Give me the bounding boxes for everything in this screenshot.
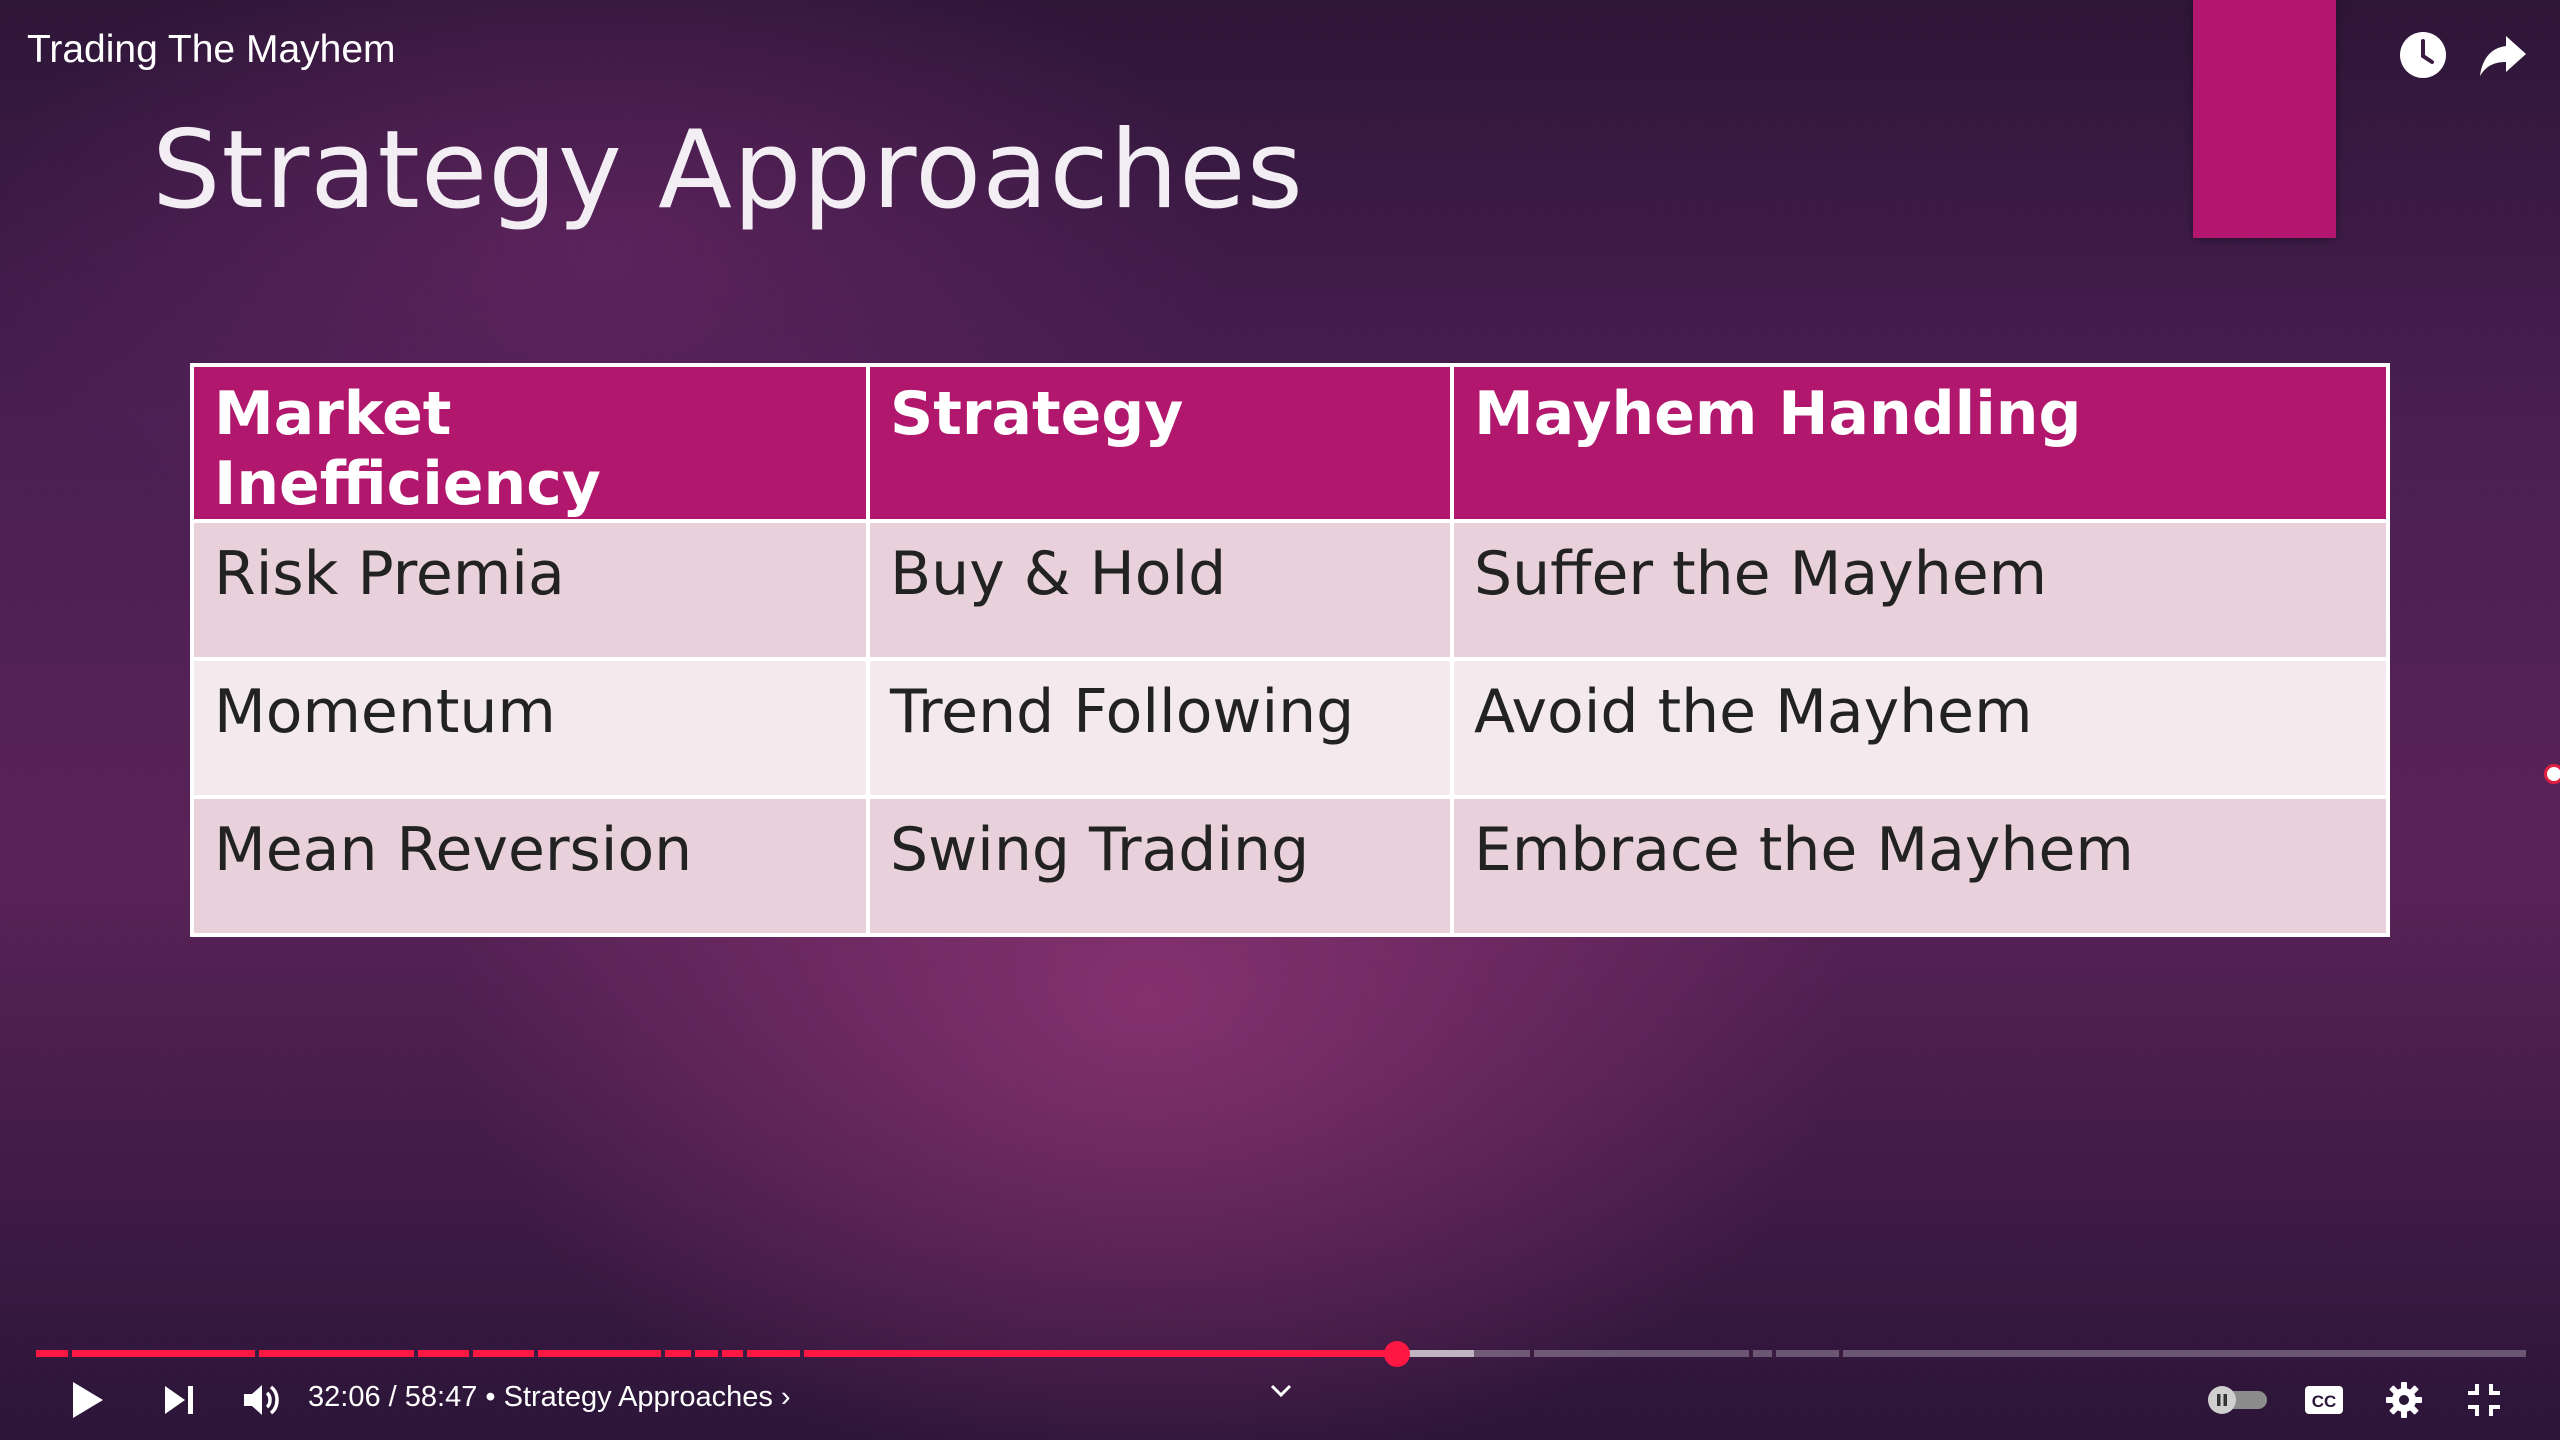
table-cell: Buy & Hold <box>866 519 1454 661</box>
table-cell: Avoid the Mayhem <box>1450 657 2390 799</box>
chapter-arrow-icon: › <box>780 1381 791 1413</box>
table-cell: Momentum <box>190 657 870 799</box>
share-arrow-icon[interactable] <box>2476 28 2530 82</box>
recording-indicator-icon <box>2544 764 2560 784</box>
table-cell: Embrace the Mayhem <box>1450 795 2390 937</box>
table-row: Momentum Trend Following Avoid the Mayhe… <box>190 657 2390 799</box>
chevron-down-icon <box>1270 1384 1292 1398</box>
time-display[interactable]: 32:06 / 58:47 • Strategy Approaches › <box>308 1381 791 1414</box>
table-cell: Suffer the Mayhem <box>1450 519 2390 661</box>
header-strategy: Strategy <box>866 363 1454 523</box>
slide-accent-bar <box>2193 0 2336 238</box>
current-time: 32:06 <box>308 1381 381 1413</box>
chapter-marker <box>414 1349 419 1358</box>
chapter-separator: • <box>477 1381 504 1413</box>
table-cell: Swing Trading <box>866 795 1454 937</box>
scrubber-handle[interactable] <box>1383 1341 1410 1367</box>
next-button[interactable] <box>154 1375 204 1425</box>
chapter-title[interactable]: Strategy Approaches <box>503 1381 773 1413</box>
chapter-marker <box>660 1349 665 1358</box>
video-title[interactable]: Trading The Mayhem <box>27 28 396 71</box>
settings-button[interactable] <box>2380 1375 2428 1425</box>
volume-button[interactable] <box>236 1375 286 1425</box>
header-mayhem-handling: Mayhem Handling <box>1450 363 2390 523</box>
autoplay-toggle-icon <box>2208 1386 2267 1414</box>
clock-icon[interactable] <box>2396 28 2450 82</box>
chapter-marker <box>690 1349 695 1358</box>
chapter-marker <box>1530 1349 1534 1358</box>
slide-title: Strategy Approaches <box>152 108 1304 233</box>
chapter-marker <box>1771 1349 1776 1358</box>
play-icon <box>73 1382 103 1418</box>
chapter-marker <box>718 1349 723 1358</box>
autoplay-toggle[interactable] <box>2206 1375 2270 1425</box>
header-market-inefficiency: Market Inefficiency <box>190 363 870 523</box>
chapter-marker <box>1749 1349 1754 1358</box>
cc-icon: CC <box>2305 1386 2343 1414</box>
table-row: Risk Premia Buy & Hold Suffer the Mayhem <box>190 519 2390 661</box>
volume-icon <box>244 1385 279 1415</box>
table-cell: Risk Premia <box>190 519 870 661</box>
exit-fullscreen-button[interactable] <box>2460 1375 2508 1425</box>
chapter-marker <box>469 1349 474 1358</box>
table-header-row: Market Inefficiency Strategy Mayhem Hand… <box>190 363 2390 523</box>
exit-fullscreen-icon <box>2468 1384 2500 1416</box>
duration: 58:47 <box>404 1381 478 1413</box>
table-cell: Trend Following <box>866 657 1454 799</box>
captions-button[interactable]: CC <box>2300 1375 2348 1425</box>
time-separator: / <box>380 1381 405 1413</box>
chapters-expand-button[interactable] <box>1268 1381 1294 1405</box>
chapter-marker <box>534 1349 538 1358</box>
progress-played <box>36 1350 1397 1357</box>
table-row: Mean Reversion Swing Trading Embrace the… <box>190 795 2390 937</box>
strategy-table: Market Inefficiency Strategy Mayhem Hand… <box>190 363 2390 937</box>
table-cell: Mean Reversion <box>190 795 870 937</box>
play-button[interactable] <box>62 1375 112 1425</box>
chapter-marker <box>68 1349 73 1358</box>
svg-text:CC: CC <box>2312 1392 2337 1411</box>
chapter-marker <box>800 1349 805 1358</box>
gear-icon <box>2386 1382 2422 1418</box>
next-icon <box>165 1386 193 1414</box>
chapter-marker <box>743 1349 748 1358</box>
chapter-marker <box>255 1349 260 1358</box>
chapter-marker <box>1838 1349 1843 1358</box>
progress-bar[interactable] <box>36 1349 2526 1358</box>
